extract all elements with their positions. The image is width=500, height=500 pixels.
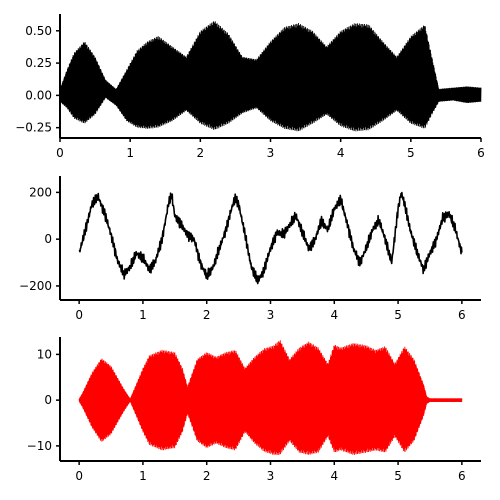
x-tick-label: 6 (458, 469, 466, 483)
y-tick-label: −200 (19, 279, 52, 293)
y-tick-label: −0.25 (15, 121, 52, 135)
y-tick-label: 0.25 (25, 56, 52, 70)
subplot-1: 0 1 2 3 4 5 6 −0.25 0.00 0.25 0.50 (15, 14, 485, 160)
x-tick-label: 2 (197, 146, 205, 160)
x-tick-label: 4 (330, 469, 338, 483)
subplot-3: 0 1 2 3 4 5 6 −10 0 10 (27, 337, 481, 483)
x-tick-label: 1 (139, 308, 147, 322)
series-line-2 (78, 191, 463, 285)
x-tick-label: 5 (407, 146, 415, 160)
x-tick-label: 6 (477, 146, 485, 160)
y-tick-label: 200 (29, 185, 52, 199)
x-tick-label: 3 (267, 469, 275, 483)
y-tick-label: 0 (44, 232, 52, 246)
y-tick-label: 0.50 (25, 24, 52, 38)
x-tick-label: 2 (203, 469, 211, 483)
x-tick-label: 3 (267, 308, 275, 322)
x-tick-label: 6 (458, 308, 466, 322)
x-tick-label: 3 (267, 146, 275, 160)
x-tick-label: 1 (126, 146, 134, 160)
x-tick-label: 0 (75, 469, 83, 483)
x-tick-label: 4 (330, 308, 338, 322)
x-tick-label: 1 (139, 469, 147, 483)
subplot-2: 0 1 2 3 4 5 6 −200 0 200 (19, 176, 481, 322)
x-tick-label: 0 (56, 146, 64, 160)
y-tick-label: 10 (37, 347, 52, 361)
y-tick-label: 0 (44, 393, 52, 407)
x-tick-label: 2 (203, 308, 211, 322)
y-tick-label: 0.00 (25, 88, 52, 102)
series-line-1 (59, 21, 482, 132)
x-tick-label: 5 (394, 308, 402, 322)
y-tick-label: −10 (27, 439, 52, 453)
x-tick-label: 5 (394, 469, 402, 483)
series-line-3 (78, 340, 463, 456)
x-tick-label: 0 (75, 308, 83, 322)
x-tick-label: 4 (337, 146, 345, 160)
